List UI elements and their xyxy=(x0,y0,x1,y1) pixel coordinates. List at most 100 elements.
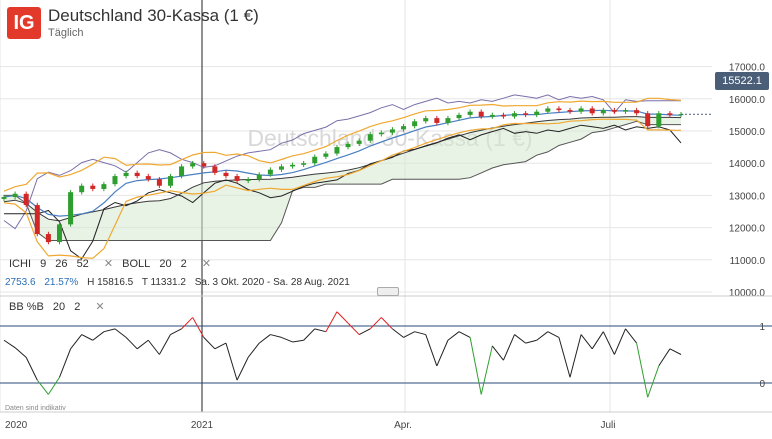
bbpb-legend: BB %B 20 2 ✕ xyxy=(9,300,111,313)
price-tick-label: 17000.0 xyxy=(729,63,766,74)
bbpb-segment xyxy=(103,328,116,333)
bbpb-segment xyxy=(658,348,671,367)
bbpb-segment xyxy=(114,328,127,338)
bbpb-segment xyxy=(447,331,460,341)
bbpb-label[interactable]: BB %B 20 2 xyxy=(9,301,81,313)
candle-body xyxy=(345,143,351,148)
bbpb-segment xyxy=(425,334,438,367)
time-tick-label: 2020 xyxy=(5,420,28,431)
bbpb-segment xyxy=(125,337,138,350)
bbpb-segment xyxy=(547,331,560,338)
candle-body xyxy=(578,108,584,112)
price-tick-label: 16000.0 xyxy=(729,95,766,106)
time-tick-label: Juli xyxy=(600,420,615,431)
candle-body xyxy=(467,111,473,115)
candle-body xyxy=(301,163,307,165)
ichi-label[interactable]: ICHI 9 26 52 xyxy=(9,258,89,270)
bbpb-segment xyxy=(92,331,105,341)
bbpb-segment xyxy=(3,339,16,349)
current-price-tag: 15522.1 xyxy=(715,72,769,90)
ichimoku-kijun xyxy=(4,124,682,260)
bbpb-segment xyxy=(303,328,316,341)
price-stats-row: 2753.6 21.57% H 15816.5 T 11331.2 Sa. 3 … xyxy=(5,277,356,288)
bbpb-tick-label: 0 xyxy=(759,379,765,390)
candle-body xyxy=(179,166,185,177)
ichimoku-chikou-upper xyxy=(3,94,681,230)
bbpb-segment xyxy=(613,328,626,355)
candle-body xyxy=(223,172,229,177)
instrument-title: Deutschland 30-Kassa (1 €) xyxy=(48,6,259,25)
bbpb-segment xyxy=(281,336,293,343)
bbpb-segment xyxy=(170,328,182,335)
boll-close-icon[interactable]: ✕ xyxy=(201,258,212,270)
candle-body xyxy=(456,114,462,119)
bbpb-segment xyxy=(647,365,660,398)
bbpb-close-icon[interactable]: ✕ xyxy=(95,301,105,313)
price-tick-label: 14000.0 xyxy=(729,159,766,170)
chart-interval[interactable]: Täglich xyxy=(48,27,84,39)
candle-body xyxy=(278,166,284,170)
bbpb-segment xyxy=(314,328,326,333)
change-value: 2753.6 xyxy=(5,277,36,288)
candle-body xyxy=(545,108,551,112)
bbpb-segment xyxy=(214,342,227,350)
ichimoku-span-b xyxy=(4,120,681,241)
pane-resize-handle[interactable] xyxy=(377,287,399,296)
candle-body xyxy=(56,224,62,243)
candle-body xyxy=(1,197,7,199)
candle-body xyxy=(623,110,629,112)
price-tick-label: 10000.0 xyxy=(729,288,766,299)
candle-body xyxy=(156,179,162,186)
bbpb-segment xyxy=(669,348,682,355)
bbpb-segment xyxy=(480,345,493,395)
candle-body xyxy=(145,176,151,180)
candle-body xyxy=(90,185,96,189)
bbpb-segment xyxy=(225,342,238,381)
candle-body xyxy=(312,156,318,164)
candle-body xyxy=(190,163,196,167)
bbpb-segment xyxy=(181,317,194,330)
bbpb-segment xyxy=(47,377,60,395)
bbpb-segment xyxy=(436,340,449,367)
candle-body xyxy=(256,174,262,180)
low-value: T 11331.2 xyxy=(141,277,186,288)
bbpb-segment xyxy=(414,331,426,336)
candle-body xyxy=(134,172,140,177)
candle-body xyxy=(645,113,651,127)
candle-body xyxy=(512,113,518,117)
change-percent: 21.57% xyxy=(44,277,79,288)
candle-body xyxy=(412,121,418,127)
candle-body xyxy=(45,234,51,243)
candle-body xyxy=(356,140,362,144)
candle-body xyxy=(234,176,240,181)
bbpb-segment xyxy=(292,339,304,343)
bbpb-segment xyxy=(625,328,638,344)
ichi-close-icon[interactable]: ✕ xyxy=(103,258,114,270)
bbpb-segment xyxy=(36,379,49,395)
candle-body xyxy=(556,108,562,111)
candle-body xyxy=(500,114,506,117)
candle-body xyxy=(267,169,273,175)
candle-body xyxy=(611,110,617,112)
candle-body xyxy=(167,176,173,186)
ichimoku-cloud xyxy=(4,116,681,241)
candle-body xyxy=(445,118,451,123)
bbpb-segment xyxy=(602,331,615,355)
bbpb-segment xyxy=(25,357,38,381)
high-value: H 15816.5 xyxy=(87,277,134,288)
bbpb-segment xyxy=(14,347,27,358)
date-range: Sa. 3 Okt. 2020 - Sa. 28 Aug. 2021 xyxy=(194,277,350,288)
candle-body xyxy=(212,166,218,173)
boll-label[interactable]: BOLL 20 2 xyxy=(122,258,187,270)
bollinger-lower xyxy=(3,118,682,259)
bbpb-segment xyxy=(59,348,72,378)
candle-body xyxy=(367,134,373,141)
candle-body xyxy=(401,126,407,130)
candle-body xyxy=(123,172,129,177)
bbpb-segment xyxy=(514,334,526,344)
candle-body xyxy=(12,193,18,198)
candle-body xyxy=(323,153,329,157)
price-tick-label: 15000.0 xyxy=(729,127,766,138)
